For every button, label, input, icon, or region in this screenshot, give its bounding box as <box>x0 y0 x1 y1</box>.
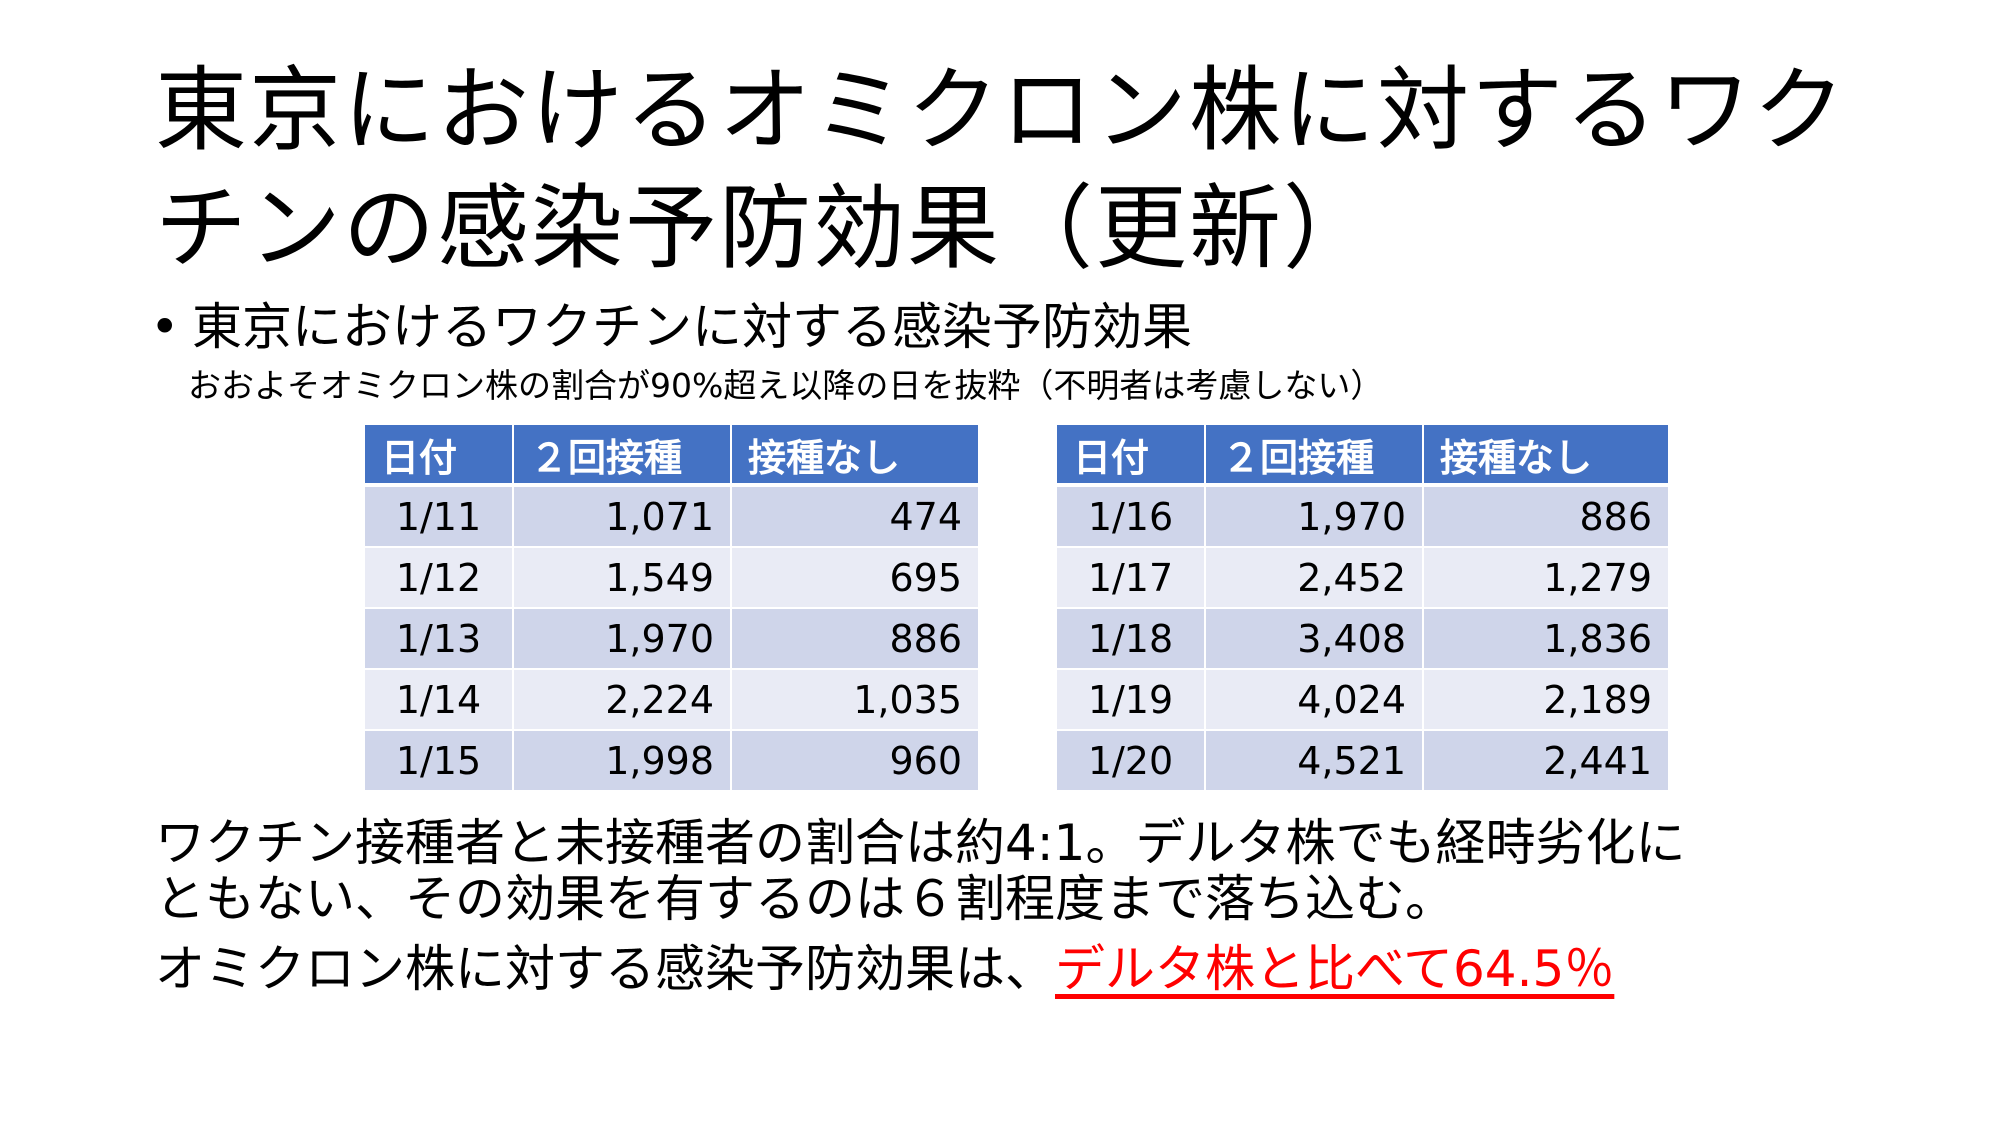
table-row: 1/13 1,970 886 <box>365 608 980 670</box>
title-line-1: 東京におけるオミクロン株に対するワク <box>155 57 1848 164</box>
table-row: 1/14 2,224 1,035 <box>365 669 980 731</box>
header-unvaccinated: 接種なし <box>1423 425 1670 487</box>
paragraph-2-prefix: オミクロン株に対する感染予防効果は、 <box>155 940 1055 998</box>
bullet-icon: • <box>150 298 180 356</box>
cell-two-doses: 2,452 <box>1205 547 1424 609</box>
paragraph-2: オミクロン株に対する感染予防効果は、デルタ株と比べて64.5％ <box>155 935 1614 1003</box>
table-row: 1/19 4,024 2,189 <box>1057 669 1670 731</box>
table-row: 1/20 4,521 2,441 <box>1057 730 1670 792</box>
cell-date: 1/16 <box>1057 485 1206 548</box>
cell-unvaccinated: 960 <box>731 730 980 792</box>
cell-date: 1/18 <box>1057 608 1206 670</box>
paragraph-1-line-1: ワクチン接種者と未接種者の割合は約4:1。デルタ株でも経時劣化に <box>155 814 1686 872</box>
cell-two-doses: 3,408 <box>1205 608 1424 670</box>
table-row: 1/12 1,549 695 <box>365 547 980 609</box>
data-table-right: 日付 ２回接種 接種なし 1/16 1,970 886 1/17 2,452 1… <box>1057 425 1670 792</box>
slide-title: 東京におけるオミクロン株に対するワク チンの感染予防効果（更新） <box>155 52 1915 288</box>
bullet-item: • 東京におけるワクチンに対する感染予防効果 <box>150 295 1192 359</box>
cell-date: 1/13 <box>365 608 514 670</box>
cell-two-doses: 1,998 <box>513 730 732 792</box>
cell-unvaccinated: 2,189 <box>1423 669 1670 731</box>
cell-unvaccinated: 886 <box>731 608 980 670</box>
cell-date: 1/11 <box>365 485 514 548</box>
table-row: 1/17 2,452 1,279 <box>1057 547 1670 609</box>
cell-date: 1/14 <box>365 669 514 731</box>
cell-unvaccinated: 695 <box>731 547 980 609</box>
cell-date: 1/20 <box>1057 730 1206 792</box>
cell-two-doses: 1,549 <box>513 547 732 609</box>
data-table-left: 日付 ２回接種 接種なし 1/11 1,071 474 1/12 1,549 6… <box>365 425 980 792</box>
cell-unvaccinated: 1,035 <box>731 669 980 731</box>
table-row: 1/18 3,408 1,836 <box>1057 608 1670 670</box>
cell-two-doses: 1,970 <box>513 608 732 670</box>
cell-date: 1/12 <box>365 547 514 609</box>
cell-date: 1/19 <box>1057 669 1206 731</box>
cell-date: 1/17 <box>1057 547 1206 609</box>
cell-two-doses: 4,024 <box>1205 669 1424 731</box>
cell-unvaccinated: 1,279 <box>1423 547 1670 609</box>
cell-two-doses: 1,970 <box>1205 485 1424 548</box>
cell-unvaccinated: 886 <box>1423 485 1670 548</box>
header-date: 日付 <box>1057 425 1206 487</box>
table-row: 1/16 1,970 886 <box>1057 485 1670 548</box>
cell-date: 1/15 <box>365 730 514 792</box>
header-two-doses: ２回接種 <box>513 425 732 487</box>
cell-two-doses: 4,521 <box>1205 730 1424 792</box>
cell-unvaccinated: 474 <box>731 485 980 548</box>
cell-two-doses: 2,224 <box>513 669 732 731</box>
header-unvaccinated: 接種なし <box>731 425 980 487</box>
sub-note: おおよそオミクロン株の割合が90%超え以降の日を抜粋（不明者は考慮しない） <box>188 366 1384 405</box>
table-header-row: 日付 ２回接種 接種なし <box>365 425 980 487</box>
table-row: 1/15 1,998 960 <box>365 730 980 792</box>
cell-two-doses: 1,071 <box>513 485 732 548</box>
title-line-2: チンの感染予防効果（更新） <box>155 175 1378 282</box>
header-two-doses: ２回接種 <box>1205 425 1424 487</box>
table-row: 1/11 1,071 474 <box>365 485 980 548</box>
paragraph-2-highlight: デルタ株と比べて64.5％ <box>1055 940 1615 998</box>
cell-unvaccinated: 2,441 <box>1423 730 1670 792</box>
cell-unvaccinated: 1,836 <box>1423 608 1670 670</box>
paragraph-1-line-2: ともない、その効果を有するのは６割程度まで落ち込む。 <box>155 870 1455 928</box>
bullet-text: 東京におけるワクチンに対する感染予防効果 <box>192 298 1192 356</box>
table-header-row: 日付 ２回接種 接種なし <box>1057 425 1670 487</box>
header-date: 日付 <box>365 425 514 487</box>
